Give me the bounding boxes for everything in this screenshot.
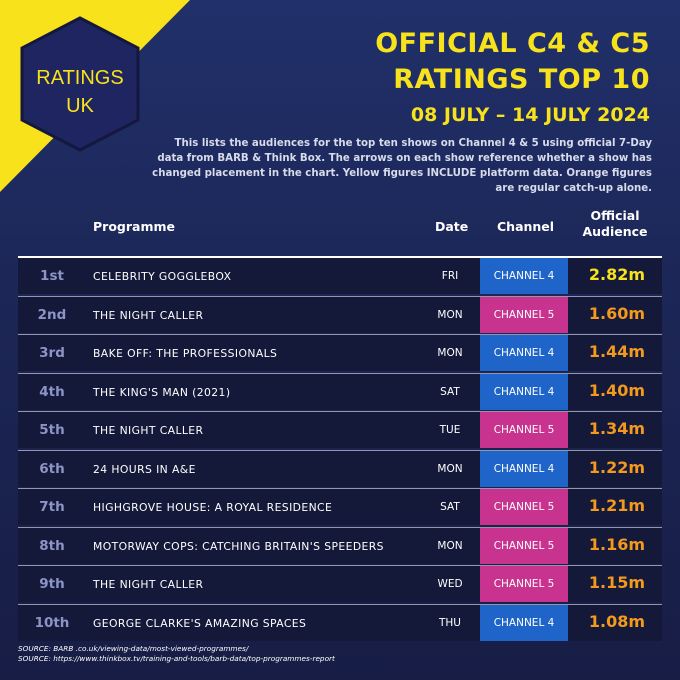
day-cell: MON bbox=[437, 462, 463, 475]
audience-cell: 1.40m bbox=[588, 380, 646, 400]
source-line-barb: SOURCE: BARB .co.uk/viewing-data/most-vi… bbox=[18, 644, 249, 653]
audience-cell: 1.60m bbox=[588, 303, 646, 323]
channel-badge: CHANNEL 5 bbox=[480, 489, 568, 525]
audience-cell: 1.34m bbox=[588, 419, 646, 438]
rank-cell: 1st bbox=[40, 268, 64, 284]
rank-cell: 10th bbox=[34, 614, 70, 631]
table-row: 3rd BAKE OFF: THE PROFESSIONALS MON CHANNEL… bbox=[18, 334, 662, 371]
audience-cell: 1.08m bbox=[588, 611, 646, 631]
channel-badge: CHANNEL 4 bbox=[480, 604, 568, 641]
channel-badge: CHANNEL 4 bbox=[480, 373, 568, 410]
rank-cell: 4th bbox=[39, 383, 65, 400]
programme-cell: 24 HOURS IN A&E bbox=[93, 462, 196, 476]
audience-cell: 1.16m bbox=[588, 534, 646, 554]
programme-cell: THE NIGHT CALLER bbox=[93, 578, 204, 591]
programme-cell: THE NIGHT CALLER bbox=[93, 308, 204, 322]
sources: SOURCE: BARB .co.uk/viewing-data/most-vi… bbox=[18, 644, 335, 664]
audience-cell: 1.44m bbox=[588, 342, 646, 361]
programme-cell: CELEBRITY GOGGLEBOX bbox=[93, 270, 232, 283]
audience-cell: 2.82m bbox=[588, 265, 646, 284]
rank-cell: 7th bbox=[39, 499, 65, 515]
programme-cell: GEORGE CLARKE'S AMAZING SPACES bbox=[93, 616, 307, 630]
rank-cell: 6th bbox=[39, 460, 65, 477]
logo-text-uk: UK bbox=[66, 95, 94, 117]
table-row: 2nd THE NIGHT CALLER MON CHANNEL 5 1.60m bbox=[18, 295, 662, 333]
day-cell: SAT bbox=[440, 385, 460, 398]
ratings-table: 1st CELEBRITY GOGGLEBOX FRI CHANNEL 4 2.82m 2… bbox=[18, 256, 662, 642]
column-header-date: Date bbox=[435, 219, 469, 234]
table-row: 6th 24 HOURS IN A&E MON CHANNEL 4 1.22m bbox=[18, 449, 662, 487]
column-header-audience-line1: Official bbox=[590, 208, 640, 223]
programme-cell: BAKE OFF: THE PROFESSIONALS bbox=[93, 347, 278, 360]
programme-cell: HIGHGROVE HOUSE: A ROYAL RESIDENCE bbox=[93, 501, 333, 514]
title-block: OFFICIAL C4 & C5 RATINGS TOP 10 08 JULY … bbox=[375, 26, 650, 128]
logo-hexagon bbox=[20, 16, 140, 152]
day-cell: FRI bbox=[441, 270, 459, 282]
table-row: 4th THE KING'S MAN (2021) SAT CHANNEL 4 1.40… bbox=[18, 372, 662, 410]
channel-badge: CHANNEL 5 bbox=[480, 527, 568, 564]
channel-badge: CHANNEL 4 bbox=[480, 450, 568, 487]
programme-cell: MOTORWAY COPS: CATCHING BRITAIN'S SPEEDE… bbox=[93, 539, 384, 553]
column-header-programme: Programme bbox=[93, 219, 175, 234]
title-line-2: RATINGS TOP 10 bbox=[393, 64, 650, 95]
channel-badge: CHANNEL 5 bbox=[480, 296, 568, 333]
channel-badge: CHANNEL 5 bbox=[480, 412, 568, 448]
channel-badge: CHANNEL 4 bbox=[480, 335, 568, 371]
day-cell: MON bbox=[437, 347, 463, 359]
table-row: 10th GEORGE CLARKE'S AMAZING SPACES THU CHA… bbox=[18, 603, 662, 641]
source-line-thinkbox: SOURCE: https://www.thinkbox.tv/training… bbox=[18, 654, 335, 663]
table-row: 1st CELEBRITY GOGGLEBOX FRI CHANNEL 4 2.82m bbox=[18, 256, 662, 294]
rank-cell: 8th bbox=[39, 537, 65, 554]
ratings-uk-logo: RATINGS UK bbox=[0, 0, 190, 192]
column-header-audience: Official Audience bbox=[568, 208, 662, 240]
audience-cell: 1.21m bbox=[588, 496, 646, 515]
title-line-1: OFFICIAL C4 & C5 bbox=[375, 28, 650, 59]
programme-cell: THE NIGHT CALLER bbox=[93, 424, 204, 437]
day-cell: MON bbox=[437, 539, 463, 552]
audience-cell: 1.22m bbox=[588, 457, 646, 477]
table-row: 9th THE NIGHT CALLER WED CHANNEL 5 1.15m bbox=[18, 565, 662, 602]
audience-cell: 1.15m bbox=[588, 573, 646, 592]
day-cell: SAT bbox=[440, 501, 460, 513]
table-row: 7th HIGHGROVE HOUSE: A ROYAL RESIDENCE SAT… bbox=[18, 488, 662, 525]
rank-cell: 3rd bbox=[39, 345, 65, 361]
column-header-channel: Channel bbox=[497, 219, 555, 234]
programme-cell: THE KING'S MAN (2021) bbox=[93, 385, 231, 399]
date-range: 08 JULY – 14 JULY 2024 bbox=[410, 104, 650, 126]
day-cell: THU bbox=[439, 616, 461, 629]
day-cell: WED bbox=[437, 578, 463, 590]
description-text: This lists the audiences for the top ten… bbox=[152, 138, 652, 194]
channel-badge: CHANNEL 5 bbox=[480, 566, 568, 602]
rank-cell: 9th bbox=[39, 576, 65, 592]
logo-text-ratings: RATINGS bbox=[36, 67, 123, 89]
channel-badge: CHANNEL 4 bbox=[480, 258, 568, 294]
table-row: 8th MOTORWAY COPS: CATCHING BRITAIN'S SPE… bbox=[18, 526, 662, 564]
rank-cell: 5th bbox=[39, 422, 65, 438]
table-header: Programme Date Channel Official Audience bbox=[0, 208, 680, 248]
day-cell: MON bbox=[437, 308, 463, 321]
table-row: 5th THE NIGHT CALLER TUE CHANNEL 5 1.34m bbox=[18, 411, 662, 448]
day-cell: TUE bbox=[439, 424, 461, 436]
rank-cell: 2nd bbox=[37, 306, 67, 323]
column-header-audience-line2: Audience bbox=[582, 224, 648, 239]
